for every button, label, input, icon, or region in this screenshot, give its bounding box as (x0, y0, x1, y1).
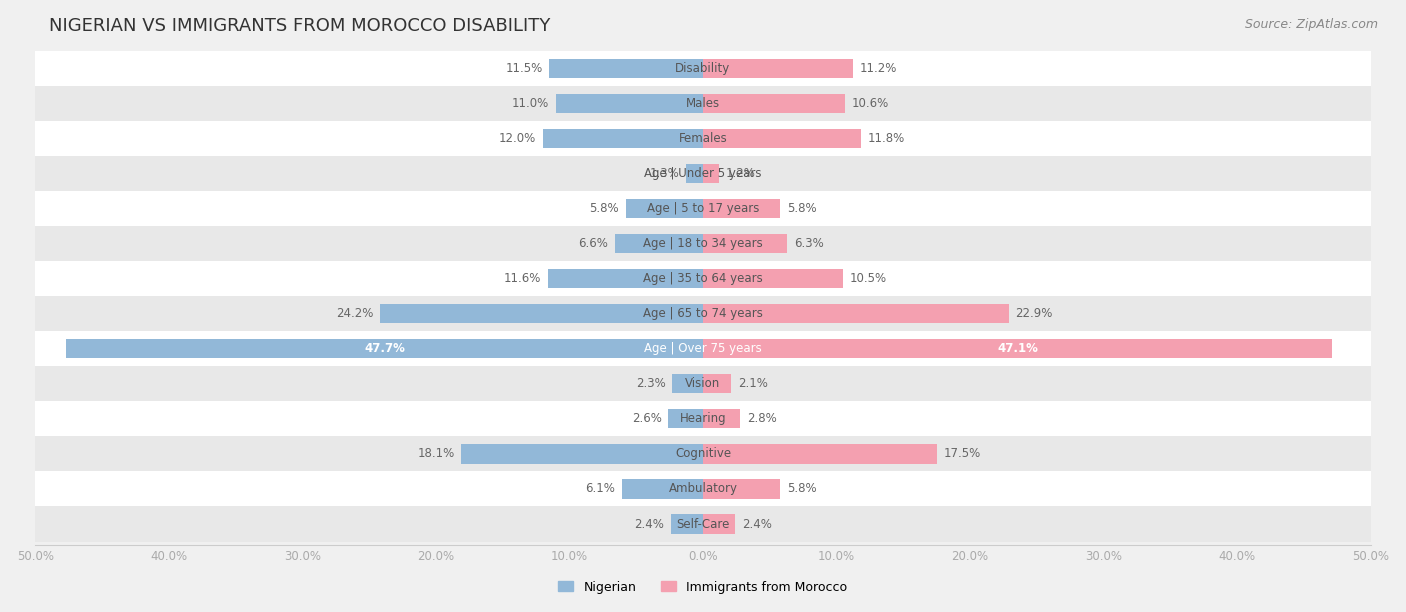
Bar (557, 94, 703, 113)
Text: 6.6%: 6.6% (578, 237, 609, 250)
Bar (703, 374, 731, 394)
Bar (703, 514, 735, 534)
Legend: Nigerian, Immigrants from Morocco: Nigerian, Immigrants from Morocco (554, 575, 852, 599)
Bar (703, 94, 845, 113)
Text: 47.1%: 47.1% (997, 342, 1038, 355)
Bar (703, 304, 1010, 323)
Bar (35, 121, 1371, 156)
Text: Cognitive: Cognitive (675, 447, 731, 460)
Text: 5.8%: 5.8% (787, 202, 817, 215)
Bar (614, 234, 703, 253)
Text: Age | Under 5 years: Age | Under 5 years (644, 167, 762, 180)
Bar (672, 374, 703, 394)
Bar (686, 164, 703, 183)
Bar (35, 507, 1371, 542)
Text: 10.5%: 10.5% (849, 272, 887, 285)
Bar (66, 339, 703, 359)
Bar (703, 164, 718, 183)
Bar (35, 367, 1371, 401)
Text: Females: Females (679, 132, 727, 145)
Text: 1.3%: 1.3% (650, 167, 679, 180)
Text: Age | 18 to 34 years: Age | 18 to 34 years (643, 237, 763, 250)
Bar (380, 304, 703, 323)
Text: 11.0%: 11.0% (512, 97, 550, 110)
Bar (703, 59, 852, 78)
Bar (35, 156, 1371, 191)
Text: 5.8%: 5.8% (787, 482, 817, 496)
Bar (35, 401, 1371, 436)
Text: 5.8%: 5.8% (589, 202, 619, 215)
Text: 11.5%: 11.5% (506, 62, 543, 75)
Bar (35, 331, 1371, 367)
Bar (35, 471, 1371, 507)
Text: 17.5%: 17.5% (943, 447, 980, 460)
Text: Age | 65 to 74 years: Age | 65 to 74 years (643, 307, 763, 320)
Text: 12.0%: 12.0% (499, 132, 536, 145)
Text: 2.3%: 2.3% (636, 378, 665, 390)
Text: 11.6%: 11.6% (503, 272, 541, 285)
Text: 11.2%: 11.2% (859, 62, 897, 75)
Bar (35, 261, 1371, 296)
Bar (35, 296, 1371, 331)
Text: 22.9%: 22.9% (1015, 307, 1053, 320)
Bar (703, 479, 780, 499)
Text: 2.4%: 2.4% (634, 518, 664, 531)
Text: 1.2%: 1.2% (725, 167, 755, 180)
Bar (703, 409, 741, 428)
Bar (621, 479, 703, 499)
Text: 10.6%: 10.6% (851, 97, 889, 110)
Bar (461, 444, 703, 463)
Bar (35, 226, 1371, 261)
Text: 6.1%: 6.1% (585, 482, 614, 496)
Text: NIGERIAN VS IMMIGRANTS FROM MOROCCO DISABILITY: NIGERIAN VS IMMIGRANTS FROM MOROCCO DISA… (49, 17, 550, 35)
Text: Males: Males (686, 97, 720, 110)
Text: Age | Over 75 years: Age | Over 75 years (644, 342, 762, 355)
Text: 18.1%: 18.1% (418, 447, 454, 460)
Text: 47.7%: 47.7% (364, 342, 405, 355)
Text: 11.8%: 11.8% (868, 132, 904, 145)
Bar (35, 51, 1371, 86)
Bar (548, 269, 703, 288)
Bar (703, 444, 936, 463)
Bar (671, 514, 703, 534)
Bar (626, 199, 703, 218)
Bar (543, 129, 703, 148)
Text: Vision: Vision (685, 378, 721, 390)
Bar (35, 436, 1371, 471)
Bar (703, 269, 844, 288)
Text: Source: ZipAtlas.com: Source: ZipAtlas.com (1244, 18, 1378, 31)
Bar (550, 59, 703, 78)
Bar (668, 409, 703, 428)
Text: 2.8%: 2.8% (747, 412, 778, 425)
Bar (703, 199, 780, 218)
Bar (703, 234, 787, 253)
Text: 24.2%: 24.2% (336, 307, 373, 320)
Text: 2.6%: 2.6% (631, 412, 662, 425)
Bar (35, 86, 1371, 121)
Text: Disability: Disability (675, 62, 731, 75)
Bar (703, 129, 860, 148)
Text: Age | 5 to 17 years: Age | 5 to 17 years (647, 202, 759, 215)
Text: Self-Care: Self-Care (676, 518, 730, 531)
Bar (703, 339, 1331, 359)
Text: Age | 35 to 64 years: Age | 35 to 64 years (643, 272, 763, 285)
Text: Hearing: Hearing (679, 412, 727, 425)
Text: 6.3%: 6.3% (794, 237, 824, 250)
Text: Ambulatory: Ambulatory (668, 482, 738, 496)
Text: 2.1%: 2.1% (738, 378, 768, 390)
Bar (35, 191, 1371, 226)
Text: 2.4%: 2.4% (742, 518, 772, 531)
